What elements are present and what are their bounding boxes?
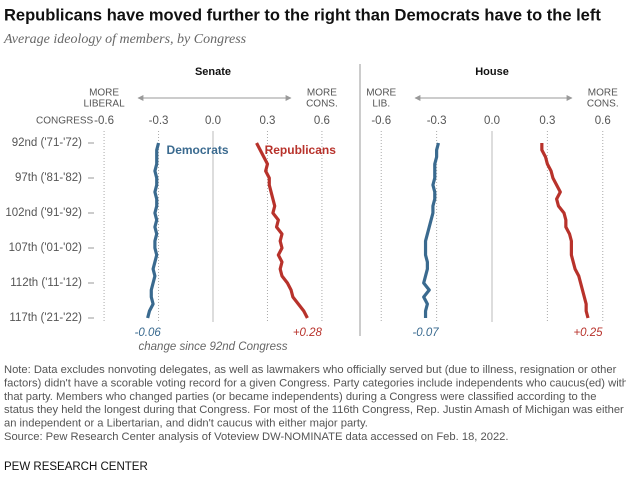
change-label: +0.28 bbox=[293, 327, 323, 339]
direction-label: CONS. bbox=[587, 99, 619, 110]
x-tick-label: 0.6 bbox=[595, 115, 611, 127]
line bbox=[422, 142, 441, 318]
x-tick-label: -0.6 bbox=[94, 115, 114, 127]
y-tick-label: 112th ('11-'12) bbox=[10, 277, 82, 289]
direction-label: CONS. bbox=[306, 99, 338, 110]
subtitle: Average ideology of members, by Congress bbox=[3, 32, 247, 47]
x-tick-label: 0.3 bbox=[539, 115, 555, 127]
direction-label: MORE bbox=[307, 88, 337, 99]
y-tick-label: 117th ('21-'22) bbox=[9, 312, 82, 324]
change-label: +0.25 bbox=[573, 327, 603, 339]
direction-label: MORE bbox=[366, 88, 396, 99]
x-tick-label: 0.6 bbox=[314, 115, 330, 127]
line bbox=[146, 142, 161, 319]
y-tick-label: 97th ('81-'82) bbox=[15, 172, 82, 184]
y-tick-label: 107th ('01-'02) bbox=[9, 242, 83, 254]
series-label: Republicans bbox=[265, 143, 337, 157]
note-line: Source: Pew Research Center analysis of … bbox=[4, 431, 509, 443]
direction-label: LIB. bbox=[372, 99, 390, 110]
note-line: an independent or a Libertarian, and did… bbox=[4, 418, 368, 430]
line bbox=[540, 143, 590, 319]
x-tick-label: -0.3 bbox=[427, 115, 447, 127]
note-line: status they held the longest during that… bbox=[4, 404, 624, 416]
x-tick-label: 0.0 bbox=[205, 115, 221, 127]
x-tick-label: 0.3 bbox=[259, 115, 275, 127]
category-header: CONGRESS bbox=[36, 116, 94, 127]
change-label: -0.06 bbox=[135, 327, 162, 339]
panel-title: Senate bbox=[195, 66, 231, 78]
change-label: -0.07 bbox=[412, 327, 439, 339]
x-tick-label: -0.3 bbox=[149, 115, 169, 127]
y-tick-label: 92nd ('71-'72) bbox=[12, 137, 82, 149]
x-tick-label: -0.6 bbox=[371, 115, 391, 127]
direction-label: MORE bbox=[588, 88, 618, 99]
footer: PEW RESEARCH CENTER bbox=[4, 461, 148, 473]
line bbox=[255, 142, 309, 319]
change-caption: change since 92nd Congress bbox=[139, 341, 288, 353]
x-tick-label: 0.0 bbox=[484, 115, 500, 127]
panel-title: House bbox=[475, 66, 509, 78]
title: Republicans have moved further to the ri… bbox=[4, 6, 601, 24]
y-tick-label: 102nd ('91-'92) bbox=[5, 207, 82, 219]
note-line: that party. Members who changed parties … bbox=[4, 391, 596, 403]
direction-label: MORE bbox=[89, 88, 119, 99]
direction-label: LIBERAL bbox=[84, 99, 126, 110]
note-line: Note: Data excludes nonvoting delegates,… bbox=[4, 364, 617, 376]
note-line: factors) didn't have a scorable voting r… bbox=[4, 377, 626, 389]
series-label: Democrats bbox=[167, 143, 229, 157]
